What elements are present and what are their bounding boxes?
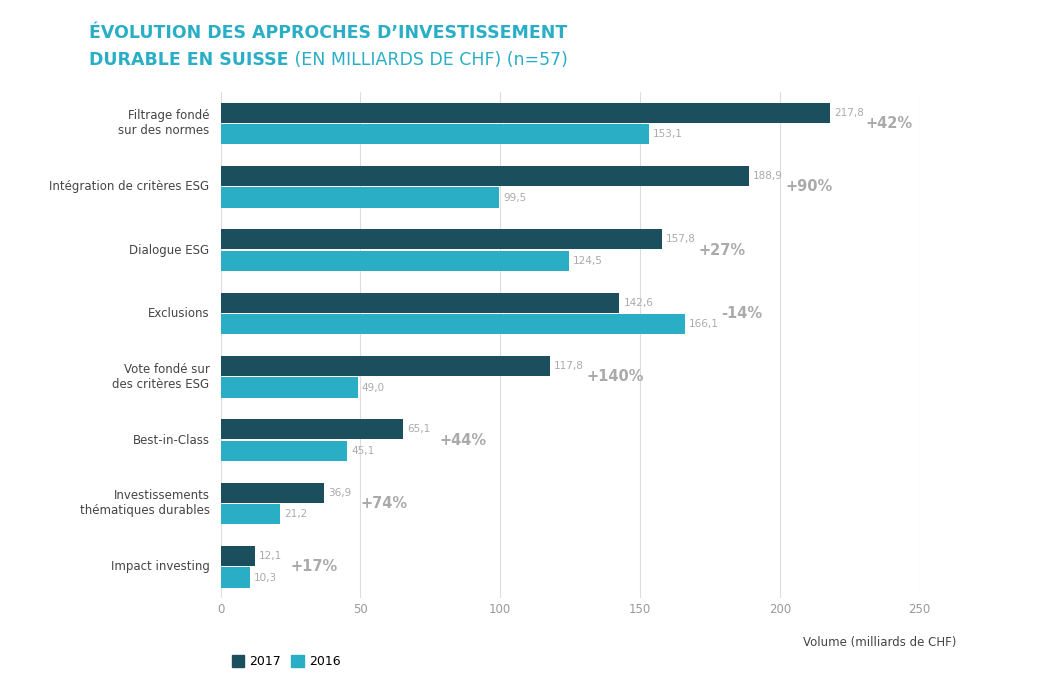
Text: 124,5: 124,5	[573, 256, 603, 266]
Text: 117,8: 117,8	[554, 361, 584, 371]
Text: +42%: +42%	[866, 116, 913, 131]
Bar	[221, 377, 357, 398]
Text: 65,1: 65,1	[407, 424, 430, 435]
Text: 21,2: 21,2	[284, 509, 308, 519]
Text: 153,1: 153,1	[653, 129, 683, 139]
Text: Volume (milliards de CHF): Volume (milliards de CHF)	[803, 636, 956, 649]
Bar	[221, 567, 249, 588]
Text: +27%: +27%	[698, 243, 745, 258]
Text: +90%: +90%	[785, 180, 832, 194]
Text: 12,1: 12,1	[259, 551, 282, 561]
Bar	[221, 124, 648, 144]
Bar	[221, 419, 403, 439]
Bar	[221, 251, 569, 271]
Text: +17%: +17%	[291, 559, 338, 574]
Text: 10,3: 10,3	[253, 573, 276, 583]
Legend: 2017, 2016: 2017, 2016	[227, 650, 346, 673]
Text: (EN MILLIARDS DE CHF) (n=57): (EN MILLIARDS DE CHF) (n=57)	[289, 51, 568, 69]
Bar	[221, 483, 324, 503]
Text: ÉVOLUTION DES APPROCHES D’INVESTISSEMENT: ÉVOLUTION DES APPROCHES D’INVESTISSEMENT	[89, 24, 568, 41]
Text: 188,9: 188,9	[753, 171, 783, 181]
Text: +74%: +74%	[360, 496, 408, 511]
Bar	[221, 504, 280, 524]
Bar	[221, 229, 662, 250]
Bar	[221, 292, 619, 313]
Text: 166,1: 166,1	[689, 319, 719, 329]
Bar	[221, 356, 550, 376]
Text: +44%: +44%	[439, 432, 487, 447]
Text: 99,5: 99,5	[503, 192, 527, 203]
Text: DURABLE EN SUISSE: DURABLE EN SUISSE	[89, 51, 289, 69]
Bar	[221, 103, 829, 123]
Text: 49,0: 49,0	[362, 383, 385, 392]
Bar	[221, 546, 254, 566]
Text: 45,1: 45,1	[351, 446, 374, 456]
Text: 142,6: 142,6	[623, 298, 654, 307]
Text: 36,9: 36,9	[328, 488, 351, 498]
Bar	[221, 441, 347, 461]
Bar	[221, 166, 748, 186]
Text: -14%: -14%	[721, 306, 763, 321]
Text: +140%: +140%	[586, 369, 644, 384]
Bar	[221, 314, 685, 335]
Text: 217,8: 217,8	[833, 107, 864, 118]
Bar	[221, 188, 499, 207]
Text: 157,8: 157,8	[666, 235, 696, 244]
